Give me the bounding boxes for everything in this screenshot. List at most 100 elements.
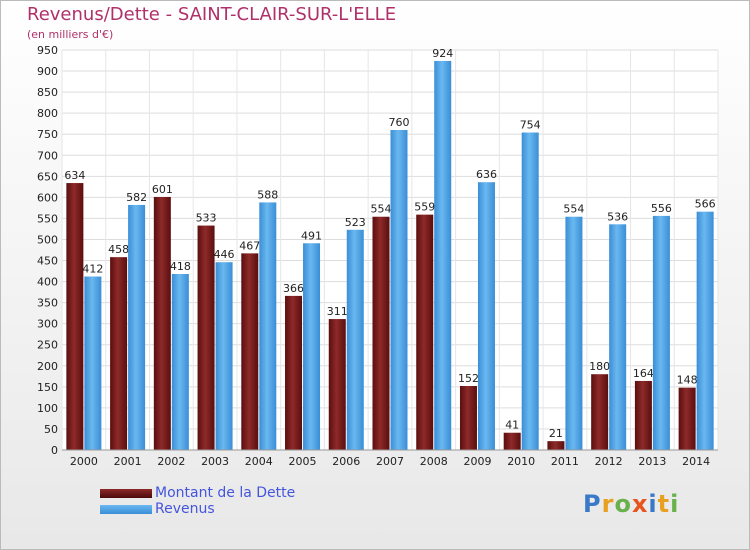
logo-letter: i [670, 490, 680, 518]
bar-revenue-2009 [477, 182, 495, 451]
bar-debt-2013 [634, 380, 652, 450]
value-label-revenue-2009: 636 [476, 168, 497, 181]
value-label-revenue-2003: 446 [214, 248, 235, 261]
value-label-debt-2010: 41 [505, 419, 519, 432]
x-tick-label: 2011 [551, 455, 579, 468]
bar-debt-2011 [547, 441, 565, 450]
chart-title: Revenus/Dette - SAINT-CLAIR-SUR-L'ELLE [27, 4, 397, 25]
bar-debt-2000 [66, 183, 84, 451]
x-tick-label: 2005 [289, 455, 317, 468]
value-label-revenue-2002: 418 [170, 260, 191, 273]
y-tick-label: 700 [37, 149, 58, 162]
plot-area [62, 50, 718, 450]
value-label-debt-2013: 164 [633, 367, 654, 380]
chart-subtitle: (en milliers d'€) [27, 28, 114, 41]
bar-revenue-2011 [565, 216, 583, 450]
bar-revenue-2014 [696, 211, 714, 450]
y-tick-label: 250 [37, 339, 58, 352]
value-label-revenue-2014: 566 [695, 198, 716, 211]
value-label-revenue-2006: 523 [345, 216, 366, 229]
value-label-revenue-2013: 556 [651, 202, 672, 215]
bar-revenue-2007 [390, 130, 408, 450]
bar-revenue-2001 [128, 204, 146, 450]
value-label-revenue-2001: 582 [126, 191, 147, 204]
value-label-revenue-2010: 754 [520, 119, 541, 132]
bar-debt-2008 [416, 214, 434, 450]
y-tick-label: 850 [37, 86, 58, 99]
y-tick-label: 50 [44, 423, 58, 436]
bar-debt-2003 [197, 225, 215, 450]
logo-letter: r [601, 490, 615, 518]
bar-debt-2004 [241, 253, 259, 450]
value-label-debt-2006: 311 [327, 305, 348, 318]
bar-revenue-2013 [652, 215, 670, 450]
bar-revenue-2004 [259, 202, 277, 450]
bar-revenue-2012 [609, 224, 627, 450]
x-tick-label: 2004 [245, 455, 273, 468]
value-label-revenue-2008: 924 [432, 47, 453, 60]
y-tick-label: 300 [37, 318, 58, 331]
bar-revenue-2003 [215, 262, 233, 450]
x-tick-label: 2014 [682, 455, 710, 468]
value-label-debt-2005: 366 [283, 282, 304, 295]
value-label-debt-2007: 554 [371, 203, 392, 216]
y-tick-label: 200 [37, 360, 58, 373]
y-tick-label: 100 [37, 402, 58, 415]
x-tick-label: 2000 [70, 455, 98, 468]
value-label-debt-2008: 559 [414, 201, 435, 214]
value-label-debt-2014: 148 [677, 374, 698, 387]
x-tick-label: 2012 [595, 455, 623, 468]
value-label-debt-2002: 601 [152, 183, 173, 196]
x-tick-label: 2003 [201, 455, 229, 468]
value-label-debt-2003: 533 [196, 212, 217, 225]
bar-revenue-2010 [521, 132, 539, 451]
value-label-revenue-2007: 760 [389, 116, 410, 129]
bar-debt-2007 [372, 216, 390, 450]
bar-debt-2005 [285, 295, 303, 450]
bar-debt-2014 [678, 387, 696, 450]
value-label-debt-2012: 180 [589, 360, 610, 373]
bar-debt-2009 [459, 386, 477, 450]
legend-label-revenue: Revenus [155, 501, 215, 517]
value-label-revenue-2004: 588 [257, 188, 278, 201]
value-label-debt-2000: 634 [64, 169, 85, 182]
value-label-revenue-2005: 491 [301, 229, 322, 242]
logo-letter: x [631, 490, 649, 518]
y-tick-label: 800 [37, 107, 58, 120]
bar-revenue-2002 [171, 274, 189, 450]
y-tick-label: 750 [37, 128, 58, 141]
y-tick-label: 600 [37, 191, 58, 204]
value-label-revenue-2012: 536 [607, 210, 628, 223]
y-tick-label: 950 [37, 44, 58, 57]
value-label-debt-2009: 152 [458, 372, 479, 385]
x-tick-label: 2006 [332, 455, 360, 468]
y-tick-label: 350 [37, 297, 58, 310]
bar-debt-2006 [328, 319, 346, 450]
logo-letter: t [657, 490, 671, 518]
y-tick-label: 500 [37, 233, 58, 246]
x-tick-label: 2008 [420, 455, 448, 468]
x-tick-label: 2001 [114, 455, 142, 468]
proxiti-logo: Proxiti [583, 490, 679, 518]
x-tick-label: 2009 [463, 455, 491, 468]
y-tick-label: 150 [37, 381, 58, 394]
value-label-revenue-2011: 554 [563, 203, 584, 216]
y-tick-label: 0 [51, 444, 58, 457]
y-tick-label: 400 [37, 276, 58, 289]
bar-debt-2002 [153, 196, 171, 450]
bar-revenue-2008 [434, 60, 452, 451]
logo-letter: i [648, 490, 658, 518]
x-tick-label: 2013 [638, 455, 666, 468]
bar-revenue-2000 [84, 276, 102, 450]
y-tick-label: 900 [37, 65, 58, 78]
logo-letter: P [583, 490, 602, 518]
bar-debt-2001 [110, 257, 128, 450]
value-label-debt-2001: 458 [108, 243, 129, 256]
y-tick-label: 650 [37, 170, 58, 183]
bar-debt-2012 [591, 374, 609, 450]
x-tick-label: 2002 [157, 455, 185, 468]
value-label-debt-2004: 467 [239, 239, 260, 252]
bar-debt-2010 [503, 432, 521, 450]
y-tick-label: 550 [37, 212, 58, 225]
